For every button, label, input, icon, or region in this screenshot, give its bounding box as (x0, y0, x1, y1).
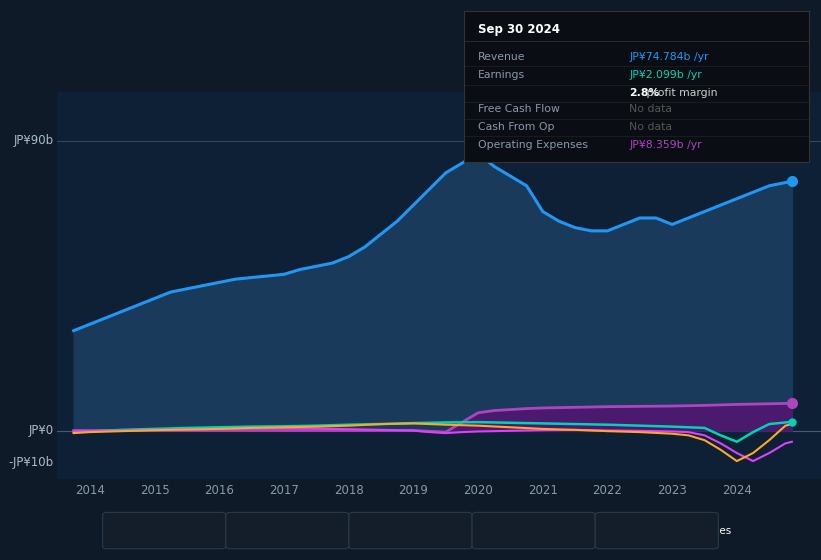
Text: -JP¥10b: -JP¥10b (8, 456, 53, 469)
Text: No data: No data (630, 105, 672, 114)
Text: profit margin: profit margin (643, 88, 718, 98)
Text: ●: ● (238, 526, 246, 535)
Text: JP¥8.359b /yr: JP¥8.359b /yr (630, 140, 702, 150)
Text: 2.8%: 2.8% (630, 88, 660, 98)
Text: Operating Expenses: Operating Expenses (478, 140, 588, 150)
Text: Free Cash Flow: Free Cash Flow (478, 105, 560, 114)
Text: ●: ● (608, 526, 616, 535)
Text: ●: ● (361, 526, 369, 535)
Text: Free Cash Flow: Free Cash Flow (380, 526, 458, 535)
Text: Earnings: Earnings (478, 71, 525, 81)
Text: ●: ● (115, 526, 123, 535)
Text: Operating Expenses: Operating Expenses (626, 526, 732, 535)
Text: Cash From Op: Cash From Op (503, 526, 576, 535)
Text: JP¥0: JP¥0 (29, 424, 53, 437)
Text: JP¥90b: JP¥90b (13, 134, 53, 147)
Text: ●: ● (484, 526, 493, 535)
Text: Revenue: Revenue (478, 52, 525, 62)
Text: Earnings: Earnings (257, 526, 302, 535)
Text: No data: No data (630, 122, 672, 132)
Text: Sep 30 2024: Sep 30 2024 (478, 24, 560, 36)
Text: JP¥2.099b /yr: JP¥2.099b /yr (630, 71, 702, 81)
Text: Revenue: Revenue (134, 526, 179, 535)
Text: Cash From Op: Cash From Op (478, 122, 554, 132)
Text: JP¥74.784b /yr: JP¥74.784b /yr (630, 52, 709, 62)
